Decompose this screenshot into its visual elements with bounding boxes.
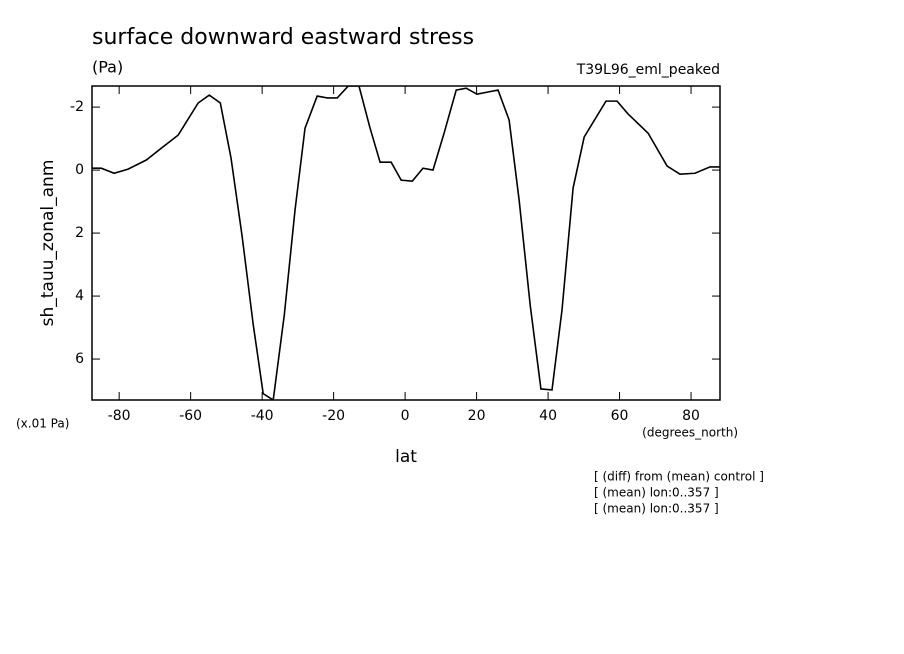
y-tick-label: 0 — [75, 162, 84, 178]
note: [ (mean) lon:0..357 ] — [594, 502, 719, 516]
x-tick-label: 0 — [401, 408, 410, 424]
plot-frame — [91, 85, 721, 401]
y-tick-label: 6 — [75, 351, 84, 367]
x-tick-label: 20 — [468, 408, 486, 424]
x-tick-label: -40 — [251, 408, 274, 424]
data-line — [92, 86, 720, 400]
y-units: (x.01 Pa) — [16, 417, 69, 431]
chart-title: surface downward eastward stress — [92, 25, 474, 50]
y-axis-label: sh_tauu_zonal_anm — [38, 160, 58, 327]
note: [ (mean) lon:0..357 ] — [594, 486, 719, 500]
y-tick-label: 2 — [75, 225, 84, 241]
note: [ (diff) from (mean) control ] — [594, 470, 764, 484]
x-tick-label: 80 — [682, 408, 700, 424]
run-label: T39L96_eml_peaked — [576, 62, 720, 78]
x-tick-label: -60 — [179, 408, 202, 424]
x-tick-label: -80 — [108, 408, 131, 424]
y-tick-label: 4 — [75, 288, 84, 304]
x-units: (degrees_north) — [642, 426, 738, 440]
subtitle: (Pa) — [92, 58, 123, 77]
x-tick-label: 40 — [539, 408, 557, 424]
x-tick-label: 60 — [611, 408, 629, 424]
x-tick-label: -20 — [322, 408, 345, 424]
y-tick-label: -2 — [70, 99, 84, 115]
x-axis-label: lat — [395, 447, 417, 467]
